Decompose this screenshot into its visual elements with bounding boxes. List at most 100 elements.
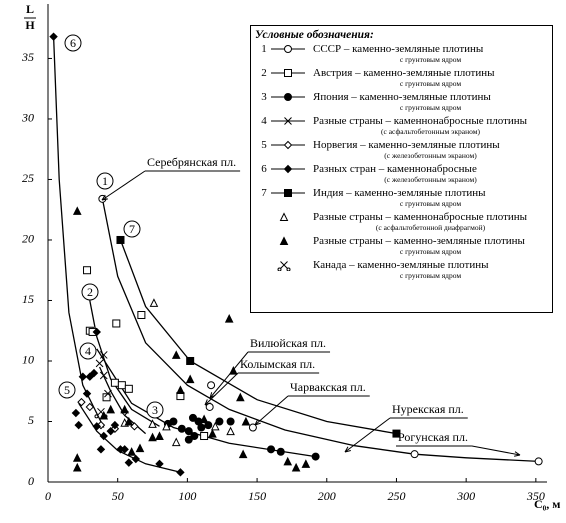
data-point bbox=[72, 206, 82, 215]
marker-shape bbox=[279, 236, 289, 245]
data-point bbox=[95, 359, 104, 368]
data-point bbox=[301, 459, 311, 468]
legend-row: 4 Разные страны – каменнонабросные плотин… bbox=[255, 115, 548, 127]
curve-label-circle bbox=[146, 401, 164, 419]
marker-shape bbox=[137, 311, 146, 320]
legend-marker bbox=[279, 212, 289, 221]
data-point bbox=[204, 421, 213, 430]
marker-shape bbox=[236, 392, 245, 402]
arrow-head bbox=[254, 419, 261, 426]
y-tick-label: 25 bbox=[22, 171, 34, 185]
data-point bbox=[78, 372, 88, 381]
data-point bbox=[83, 266, 92, 275]
data-point bbox=[208, 428, 217, 438]
data-point bbox=[148, 419, 157, 428]
data-point bbox=[155, 459, 164, 469]
marker-shape bbox=[204, 421, 213, 430]
legend-name: Разных стран – каменнонабросные bbox=[313, 163, 477, 175]
marker-shape bbox=[97, 407, 105, 416]
data-point bbox=[248, 423, 257, 432]
legend-number: 1 bbox=[261, 43, 267, 55]
marker-shape bbox=[110, 420, 120, 430]
data-point bbox=[89, 368, 99, 378]
marker-shape bbox=[124, 416, 134, 426]
marker-shape bbox=[283, 189, 292, 197]
data-point bbox=[291, 462, 301, 472]
data-point bbox=[106, 404, 116, 414]
marker-shape bbox=[124, 458, 134, 467]
curve-label: 5 bbox=[64, 383, 70, 397]
data-point bbox=[102, 393, 111, 402]
x-label: C₀, м bbox=[534, 497, 560, 511]
annotation-arrow bbox=[209, 351, 249, 399]
x-tick-label: 100 bbox=[178, 489, 196, 503]
legend-number: 2 bbox=[261, 67, 267, 79]
data-point bbox=[238, 449, 248, 459]
data-point bbox=[71, 408, 81, 418]
marker-shape bbox=[267, 445, 276, 454]
data-point bbox=[410, 450, 419, 459]
marker-shape bbox=[169, 417, 178, 426]
data-point bbox=[85, 372, 95, 381]
legend-number: 4 bbox=[261, 115, 267, 127]
curve-label: 2 bbox=[87, 285, 93, 299]
legend-marker bbox=[270, 140, 305, 150]
legend-row: Разные страны – каменно-земляные плотины bbox=[255, 235, 548, 247]
legend-symbol: 4 bbox=[255, 115, 313, 127]
legend-name: Япония – каменно-земляные плотины bbox=[313, 91, 491, 103]
legend-marker bbox=[270, 117, 305, 125]
curve-label-circle bbox=[123, 220, 141, 238]
marker-shape bbox=[131, 454, 141, 464]
data-point bbox=[99, 351, 108, 359]
marker-shape bbox=[106, 426, 115, 436]
legend-note: с грунтовым ядром bbox=[399, 199, 462, 208]
data-point bbox=[276, 447, 285, 456]
marker-shape bbox=[283, 456, 293, 466]
marker-shape bbox=[283, 93, 292, 101]
marker-shape bbox=[85, 372, 95, 381]
legend-row: 2 Австрия – каменно-земляные плотины bbox=[255, 67, 548, 79]
legend-marker bbox=[270, 189, 305, 197]
data-point bbox=[169, 417, 178, 426]
data-point bbox=[185, 374, 195, 384]
marker-shape bbox=[208, 428, 217, 438]
legend-symbol bbox=[255, 211, 313, 223]
legend-number: 6 bbox=[261, 163, 267, 175]
y-tick-label: 10 bbox=[22, 353, 34, 367]
data-point bbox=[392, 429, 401, 438]
data-point bbox=[82, 389, 92, 398]
marker-shape bbox=[77, 397, 86, 407]
marker-shape bbox=[78, 372, 88, 381]
legend-name: Разные страны – каменнонабросные плотины bbox=[313, 115, 528, 127]
legend-marker bbox=[270, 93, 305, 101]
marker-shape bbox=[283, 45, 292, 53]
marker-shape bbox=[127, 447, 136, 456]
marker-shape bbox=[248, 423, 257, 432]
x-tick-label: 200 bbox=[318, 489, 336, 503]
x-tick-label: 0 bbox=[45, 489, 51, 503]
marker-shape bbox=[184, 435, 193, 444]
data-point bbox=[85, 402, 95, 412]
data-point bbox=[176, 385, 185, 395]
curve-label: 7 bbox=[129, 222, 135, 236]
legend: Условные обозначения: 1 СССР – каменно-зем… bbox=[250, 25, 553, 313]
legend-name: Разные страны – каменно-земляные плотины bbox=[313, 235, 525, 247]
y-label-top: L bbox=[26, 2, 34, 16]
data-point bbox=[186, 356, 195, 365]
y-label-bottom: H bbox=[25, 18, 35, 32]
marker-shape bbox=[279, 212, 289, 221]
data-point bbox=[49, 32, 58, 41]
data-point bbox=[197, 423, 206, 432]
marker-shape bbox=[96, 445, 106, 454]
marker-shape bbox=[200, 432, 209, 441]
data-point bbox=[112, 319, 121, 328]
data-point bbox=[210, 421, 220, 431]
data-point bbox=[199, 414, 209, 424]
legend-name: СССР – каменно-земляные плотины bbox=[313, 43, 484, 55]
marker-shape bbox=[99, 371, 108, 380]
data-point bbox=[236, 392, 245, 402]
marker-shape bbox=[104, 389, 112, 398]
data-point bbox=[96, 420, 106, 430]
marker-shape bbox=[207, 381, 216, 390]
